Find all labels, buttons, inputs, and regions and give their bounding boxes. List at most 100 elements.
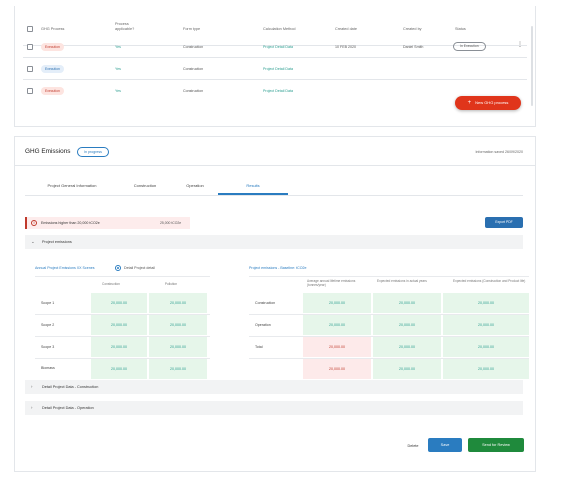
chevron-down-icon: ⌄ xyxy=(31,239,35,244)
row-label: Biomass xyxy=(41,366,55,370)
form-type-value: Construction xyxy=(183,67,204,71)
tab-divider xyxy=(25,195,523,196)
divider xyxy=(35,336,210,337)
table-row[interactable]: Execution Yes Construction Project Detai… xyxy=(23,80,527,102)
value-cell: 20,000.00 xyxy=(443,293,529,313)
delete-button[interactable]: Delete xyxy=(407,444,419,448)
value-cell: 20,000.00 xyxy=(149,293,207,313)
tab-results[interactable]: Results xyxy=(246,183,260,188)
value-cell: 20,000.00 xyxy=(91,337,147,357)
form-type-value: Construction xyxy=(183,89,204,93)
value-cell: 20,000.00 xyxy=(373,293,441,313)
method-link[interactable]: Project Detail Data xyxy=(263,89,293,93)
emissions-alert: ! Emissions higher than 20,000 tCO2e 25,… xyxy=(25,217,190,229)
col-expected-years: Expected emissions in actual years xyxy=(377,279,427,283)
method-link[interactable]: Project Detail Data xyxy=(263,45,293,49)
select-all-checkbox[interactable] xyxy=(27,26,33,32)
applicable-value: Yes xyxy=(115,45,121,49)
created-by-value: Daniel Smith xyxy=(403,45,424,49)
col-form-type: Form type xyxy=(183,27,201,31)
detail-radio[interactable] xyxy=(115,265,121,271)
method-link[interactable]: Project Detail Data xyxy=(263,67,293,71)
row-label: Construction xyxy=(255,301,276,305)
accordion-construction[interactable]: › Detail Project Data - Construction xyxy=(25,380,523,394)
value-cell: 20,000.00 xyxy=(373,359,441,379)
value-cell: 20,000.00 xyxy=(443,337,529,357)
status-badge: In progress xyxy=(77,147,109,157)
value-cell: 20,000.00 xyxy=(443,359,529,379)
value-cell: 20,000.00 xyxy=(149,315,207,335)
table-row[interactable]: Execution Yes Construction Project Detai… xyxy=(23,58,527,80)
row-label: Scope 2 xyxy=(41,323,55,327)
accordion-project-emissions[interactable]: ⌄ Project emissions xyxy=(25,235,523,249)
detail-radio-label: Detail Project detail xyxy=(124,266,155,270)
more-vert-icon[interactable]: ⋮ xyxy=(517,42,523,48)
status-badge: In Execution xyxy=(453,42,486,51)
tab-operation[interactable]: Operation xyxy=(186,183,204,188)
divider xyxy=(35,358,210,359)
alert-value: 25,000 tCO2e xyxy=(160,221,182,225)
scrollbar[interactable] xyxy=(531,26,533,106)
process-table-header: GHG Process Process applicable? Form typ… xyxy=(23,16,527,46)
value-cell: 20,000.00 xyxy=(443,315,529,335)
ghg-process-card: GHG Process Process applicable? Form typ… xyxy=(14,6,536,127)
col-expected-total: Expected emissions (Construction and Pro… xyxy=(453,279,526,283)
row-label: Total xyxy=(255,345,263,349)
new-ghg-process-label: New GHG process xyxy=(475,100,509,105)
divider xyxy=(35,276,210,277)
divider xyxy=(35,314,210,315)
send-for-review-button[interactable]: Send for Review xyxy=(468,438,524,452)
divider xyxy=(249,276,529,277)
divider xyxy=(249,314,529,315)
tab-general-info[interactable]: Project General Information xyxy=(47,183,97,188)
row-label: Operation xyxy=(255,323,271,327)
export-pdf-button[interactable]: Export PDF xyxy=(485,217,523,228)
col-created-date: Created date xyxy=(335,27,357,31)
alert-circle-icon: ! xyxy=(31,220,37,226)
saved-info: Information saved 26/09/2020 xyxy=(475,150,523,154)
process-pill: Execution xyxy=(41,65,64,73)
row-label: Scope 1 xyxy=(41,301,55,305)
value-cell: 20,000.00 xyxy=(91,293,147,313)
save-button[interactable]: Save xyxy=(428,438,462,452)
col-status: Status xyxy=(455,27,466,31)
plus-icon: + xyxy=(467,100,472,106)
col-applicable: Process applicable? xyxy=(115,22,135,31)
active-tab-indicator xyxy=(218,193,288,195)
ghg-emissions-card: GHG Emissions In progress Information sa… xyxy=(14,136,536,472)
left-table-title: Annual Project Emissions XX Scenes xyxy=(35,266,95,270)
value-cell: 20,000.00 xyxy=(303,293,371,313)
chevron-right-icon: › xyxy=(31,405,33,410)
col-ghg-process: GHG Process xyxy=(41,27,65,31)
row-label: Scope 3 xyxy=(41,345,55,349)
accordion-label: Detail Project Data - Operation xyxy=(42,405,94,410)
alert-message: Emissions higher than 20,000 tCO2e xyxy=(41,221,100,225)
table-row[interactable]: Execution Yes Construction Project Detai… xyxy=(23,36,527,58)
accordion-label: Detail Project Data - Construction xyxy=(42,384,99,389)
divider xyxy=(249,358,529,359)
value-cell-warning: 20,000.00 xyxy=(303,337,371,357)
row-checkbox[interactable] xyxy=(27,88,33,94)
tab-construction[interactable]: Construction xyxy=(133,183,157,188)
row-checkbox[interactable] xyxy=(27,44,33,50)
page-title: GHG Emissions xyxy=(25,148,71,155)
value-cell: 20,000.00 xyxy=(303,315,371,335)
form-type-value: Construction xyxy=(183,45,204,49)
accordion-operation[interactable]: › Detail Project Data - Operation xyxy=(25,401,523,415)
process-pill: Execution xyxy=(41,87,64,95)
col-pollution: Pollution xyxy=(164,282,178,286)
value-cell: 20,000.00 xyxy=(373,337,441,357)
right-table-title: Project emissions - Baseline: tCO2e xyxy=(249,266,307,270)
new-ghg-process-button[interactable]: + New GHG process xyxy=(455,96,521,110)
col-construction: Construction xyxy=(102,282,120,286)
value-cell: 20,000.00 xyxy=(91,359,147,379)
row-checkbox[interactable] xyxy=(27,66,33,72)
divider xyxy=(249,336,529,337)
process-pill: Execution xyxy=(41,43,64,51)
col-average-annual: Average annual lifetime emissions (tonne… xyxy=(307,279,356,287)
value-cell: 20,000.00 xyxy=(91,315,147,335)
applicable-value: Yes xyxy=(115,89,121,93)
col-created-by: Created by xyxy=(403,27,422,31)
applicable-value: Yes xyxy=(115,67,121,71)
value-cell-warning: 20,000.00 xyxy=(303,359,371,379)
